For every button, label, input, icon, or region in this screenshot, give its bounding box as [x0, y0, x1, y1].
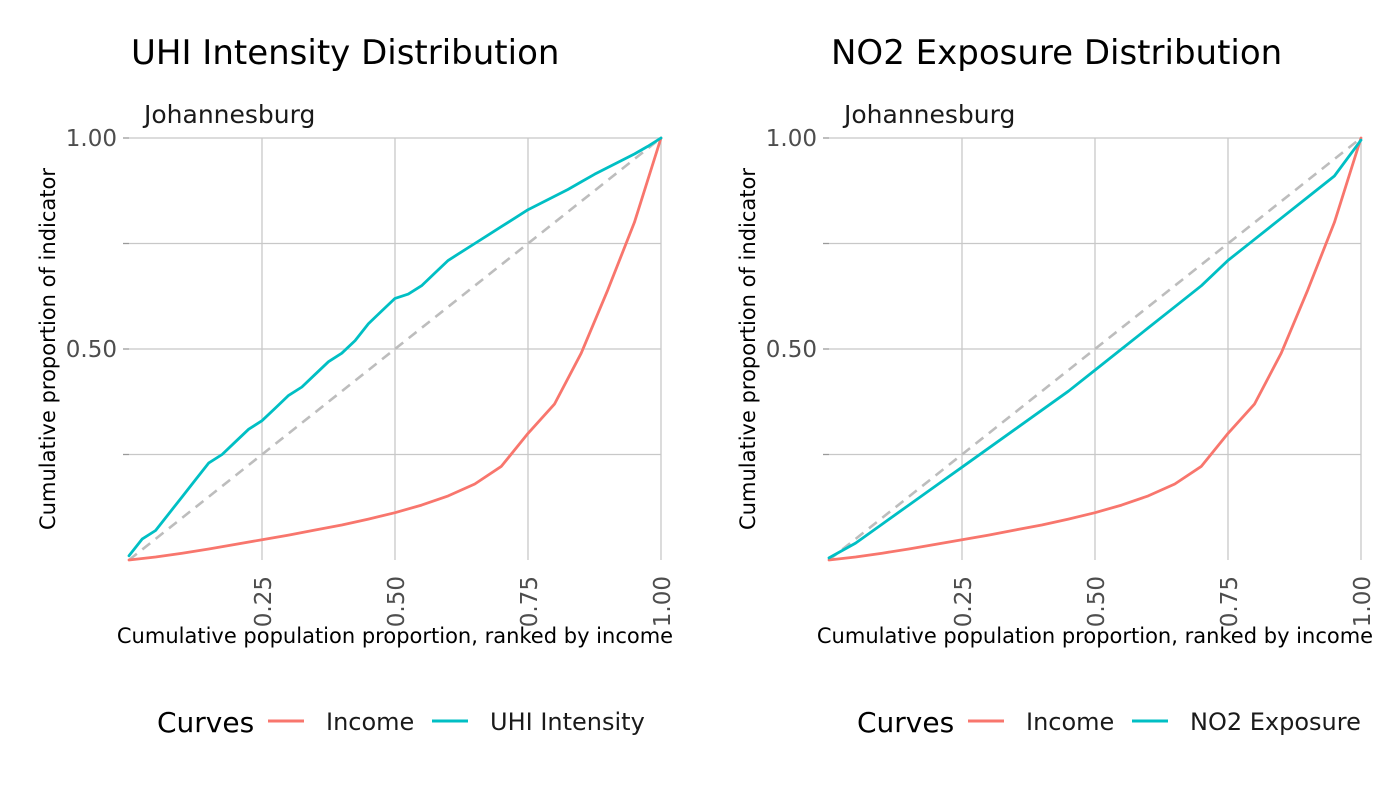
legend-label: UHI Intensity	[490, 708, 645, 736]
chart-title: UHI Intensity Distribution	[131, 33, 559, 73]
legend-label: Income	[1026, 708, 1114, 736]
x-axis-title: Cumulative population proportion, ranked…	[817, 624, 1373, 648]
chart-title: NO2 Exposure Distribution	[831, 33, 1282, 73]
y-tick-label: 0.50	[766, 337, 817, 363]
chart-subtitle: Johannesburg	[142, 100, 315, 129]
income-curve	[127, 136, 663, 562]
y-tick-label: 1.00	[66, 126, 117, 152]
legend-label: Income	[326, 708, 414, 736]
no2-exposure-panel: NO2 Exposure Distribution Johannesburg 0.5…	[736, 33, 1376, 739]
y-axis-title: Cumulative proportion of indicator	[36, 168, 60, 530]
x-tick-label: 0.25	[251, 576, 277, 627]
legend-title: Curves	[857, 706, 954, 739]
legend-title: Curves	[157, 706, 254, 739]
legend: Curves Income UHI Intensity	[157, 706, 645, 739]
x-tick-label: 1.00	[1350, 576, 1376, 627]
x-tick-label: 0.75	[517, 576, 543, 627]
equality-line	[128, 136, 662, 562]
uhi-intensity-panel: UHI Intensity Distribution Johannesburg 0.…	[36, 33, 676, 739]
x-tick-label: 0.75	[1217, 576, 1243, 627]
legend-label: NO2 Exposure	[1190, 708, 1361, 736]
y-tick-label: 1.00	[766, 126, 817, 152]
uhi-intensity-curve	[127, 136, 663, 558]
legend: Curves Income NO2 Exposure	[857, 706, 1361, 739]
income-curve	[827, 136, 1363, 562]
x-tick-label: 1.00	[650, 576, 676, 627]
equality-line	[828, 136, 1362, 562]
x-tick-label: 0.50	[1084, 576, 1110, 627]
chart-subtitle: Johannesburg	[842, 100, 1015, 129]
x-tick-label: 0.25	[951, 576, 977, 627]
x-tick-label: 0.50	[384, 576, 410, 627]
y-tick-label: 0.50	[66, 337, 117, 363]
x-axis-title: Cumulative population proportion, ranked…	[117, 624, 673, 648]
y-axis-title: Cumulative proportion of indicator	[736, 168, 760, 530]
no2-exposure-curve	[827, 138, 1363, 560]
